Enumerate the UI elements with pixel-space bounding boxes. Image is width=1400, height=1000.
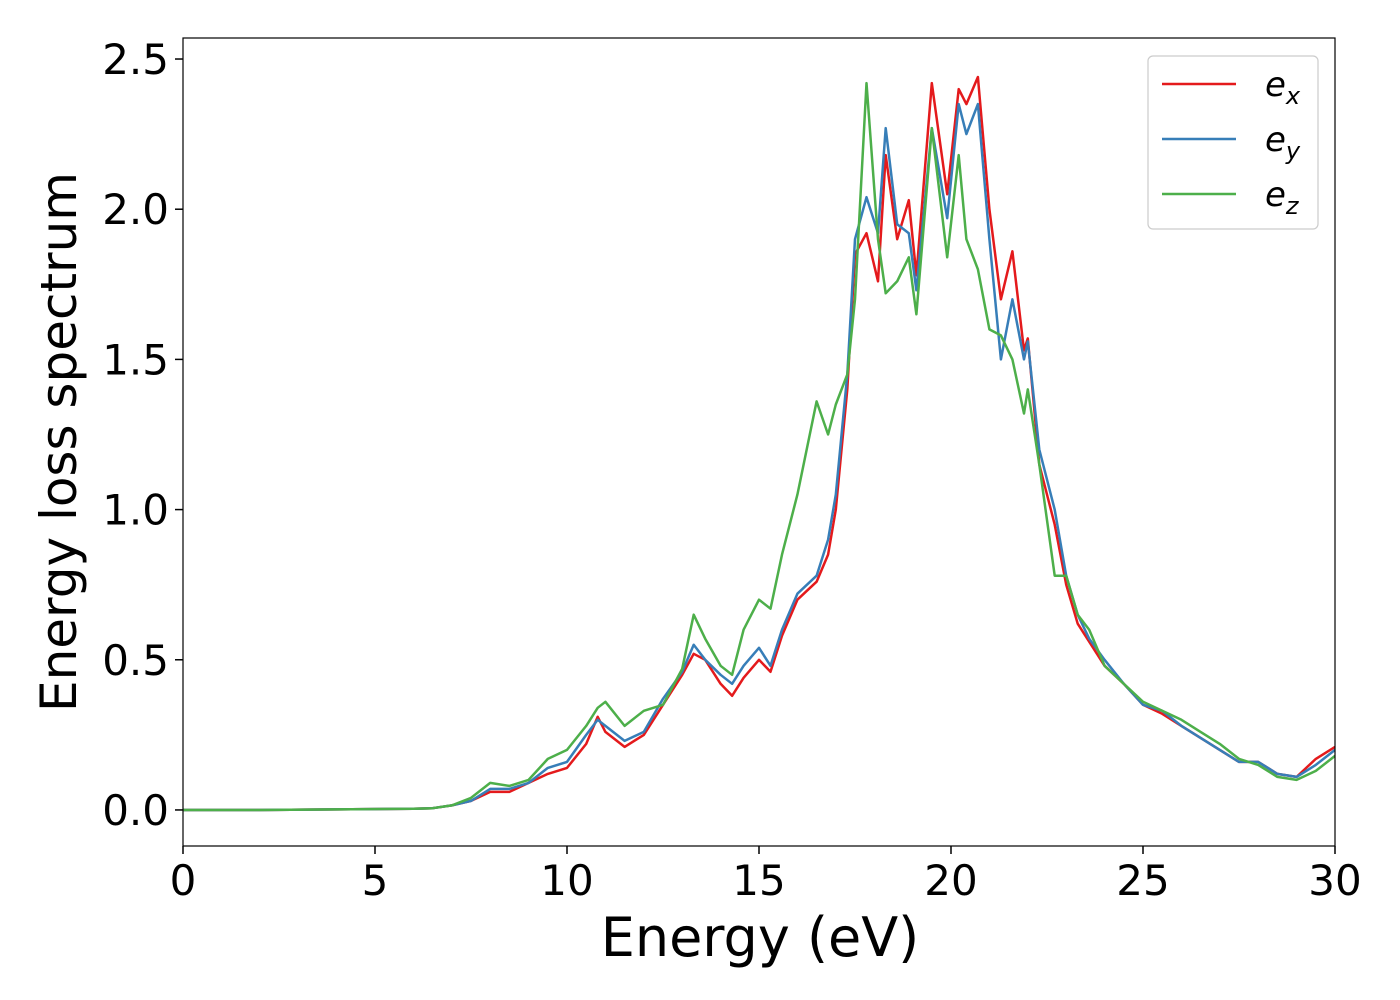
- x-axis-label: Energy (eV): [601, 906, 920, 969]
- y-tick-label: 2.5: [102, 35, 169, 84]
- x-tick-label: 15: [732, 856, 785, 905]
- legend-label: ez: [1265, 175, 1300, 220]
- series-line: [183, 81, 1335, 812]
- y-tick-label: 1.5: [102, 335, 169, 384]
- y-tick-label: 0.5: [102, 636, 169, 685]
- x-tick-label: 0: [170, 856, 197, 905]
- legend-label: ex: [1265, 65, 1301, 110]
- x-tick-label: 25: [1116, 856, 1169, 905]
- y-tick-label: 2.0: [102, 185, 169, 234]
- y-tick-label: 1.0: [102, 486, 169, 535]
- legend-label: ey: [1265, 120, 1301, 165]
- y-axis-label: Energy loss spectrum: [30, 172, 88, 712]
- plot-frame: [182, 37, 1336, 847]
- x-tick-label: 5: [362, 856, 389, 905]
- x-tick-label: 30: [1308, 856, 1361, 905]
- x-tick-label: 20: [924, 856, 977, 905]
- y-tick-label: 0.0: [102, 786, 169, 835]
- x-tick-label: 10: [540, 856, 593, 905]
- legend-box: [1147, 55, 1319, 230]
